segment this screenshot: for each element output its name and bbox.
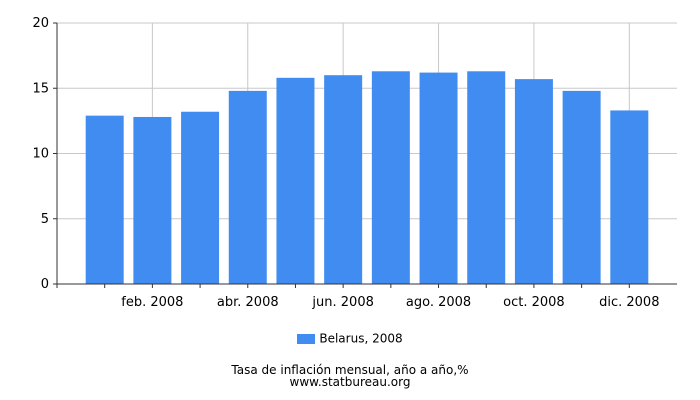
legend-label: Belarus, 2008 [319,331,403,346]
chart-title: Tasa de inflación mensual, año a año,% [231,363,469,377]
legend: Belarus, 2008 [0,331,700,346]
x-tick-label: oct. 2008 [503,295,565,310]
bar [324,75,363,284]
bar [228,90,267,284]
bar [133,116,172,285]
y-tick-label: 10 [32,147,49,162]
bar [276,77,315,284]
bar [181,111,220,285]
y-tick-label: 0 [41,277,49,292]
x-tick-label: abr. 2008 [217,295,279,310]
y-tick-label: 5 [41,212,49,227]
bar [562,90,601,284]
bar [467,71,506,284]
x-tick-label: feb. 2008 [121,295,183,310]
x-tick-label: jun. 2008 [311,295,373,310]
bar [371,71,410,284]
legend-swatch [297,333,316,344]
chart-source: www.statbureau.org [289,375,411,389]
x-tick-label: ago. 2008 [406,295,471,310]
bar [419,72,458,284]
bar [514,79,553,285]
y-tick-label: 15 [32,81,49,96]
x-tick-label: dic. 2008 [599,295,659,310]
bar [85,115,124,284]
y-tick-label: 20 [32,16,49,31]
bar [610,110,649,284]
